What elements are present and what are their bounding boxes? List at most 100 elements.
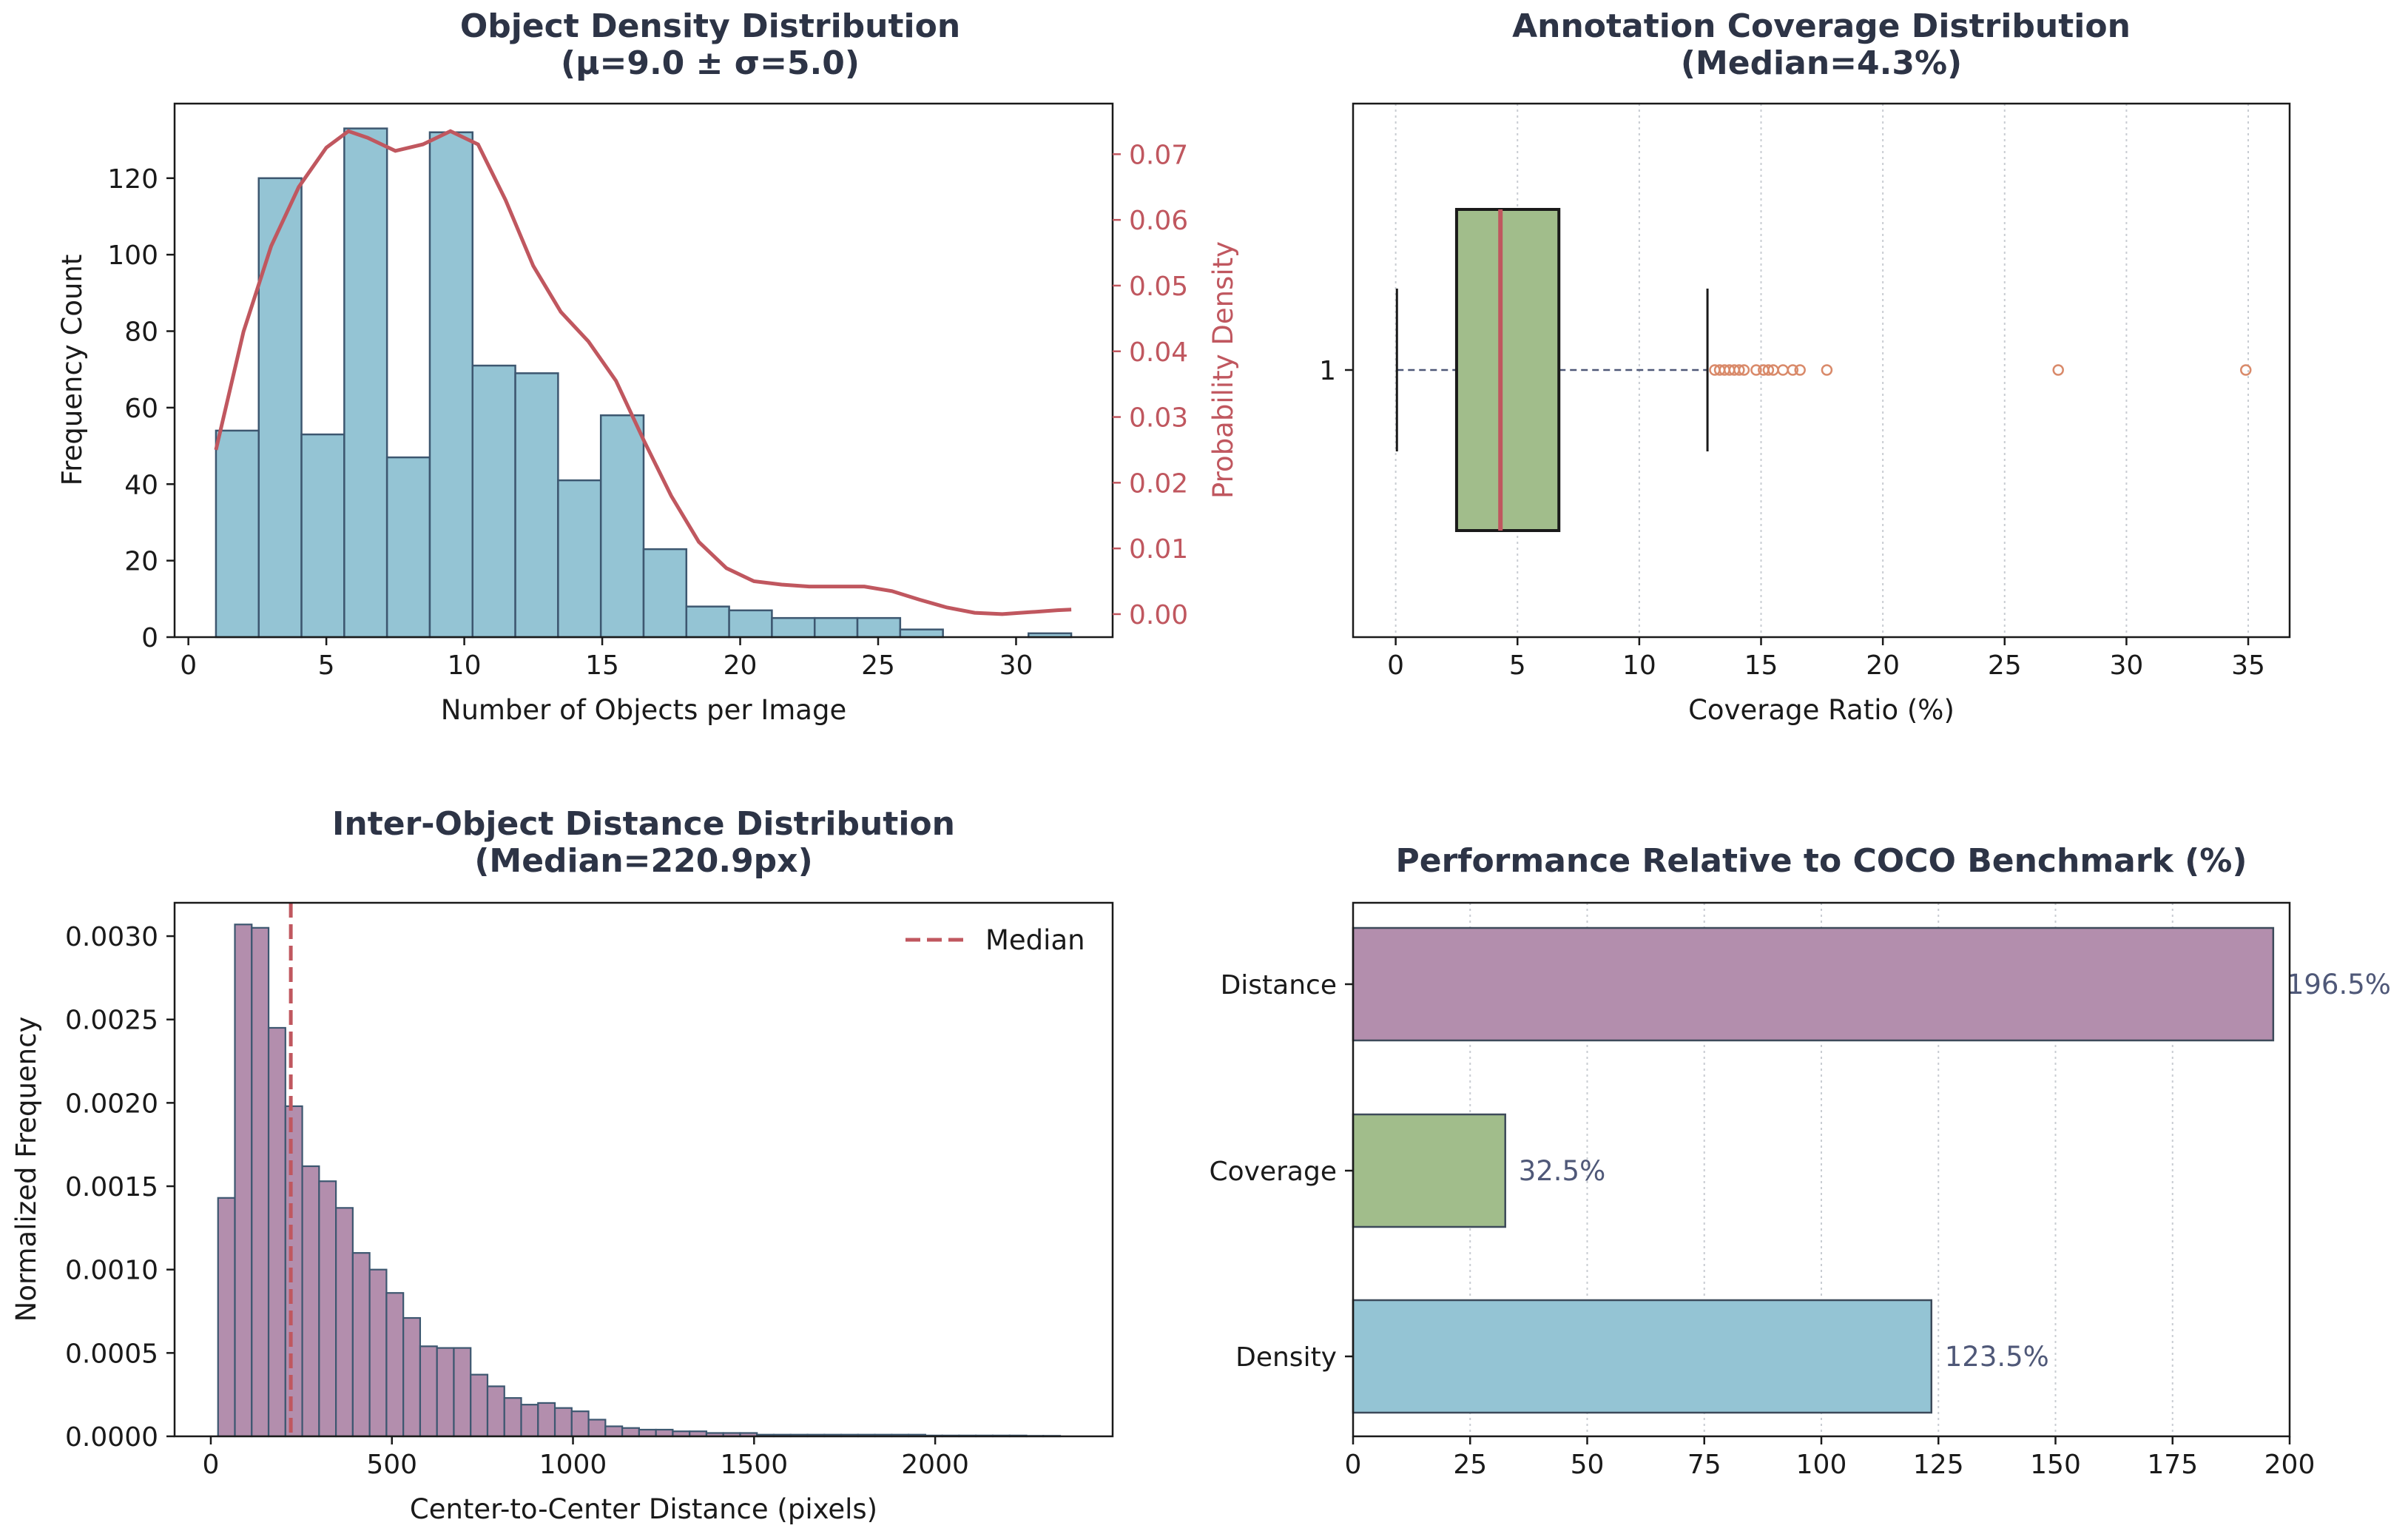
coverage-xticks: 0 5 10 15 20 25 30 35 [1387, 637, 2265, 681]
coco-ytick-label: Coverage [1210, 1157, 1337, 1187]
coverage-title-line1: Annotation Coverage Distribution [1512, 7, 2131, 45]
density-xticks: 0 5 10 15 20 25 30 [180, 637, 1033, 681]
coco-xtick-label: 150 [2030, 1450, 2081, 1480]
coco-xtick-label: 75 [1687, 1450, 1721, 1480]
density-y2tick-label: 0.02 [1129, 468, 1188, 499]
coverage-xtick-label: 5 [1509, 650, 1526, 681]
density-bar [642, 548, 688, 639]
coco-bar-distance [1352, 926, 2275, 1042]
distance-bar [318, 1180, 337, 1438]
distance-bars [217, 924, 1062, 1438]
density-ytick-label: 120 [107, 164, 158, 195]
distance-panel: Inter-Object Distance Distribution (Medi… [10, 805, 1114, 1525]
coverage-title-line2: (Median=4.3%) [1681, 44, 1962, 82]
coco-xtick-label: 0 [1345, 1450, 1362, 1480]
distance-ytick-label: 0.0020 [65, 1089, 158, 1119]
density-panel: Object Density Distribution (μ=9.0 ± σ=5… [56, 7, 1239, 726]
distance-bar [570, 1410, 590, 1438]
distance-bar [470, 1373, 489, 1438]
distance-bar [419, 1345, 438, 1438]
distance-bar [503, 1397, 522, 1438]
density-yticks: 0 20 40 60 80 100 120 [107, 164, 175, 653]
coco-bar-value-label: 32.5% [1519, 1155, 1606, 1187]
density-y2ticks: 0.00 0.01 0.02 0.03 0.04 0.05 0.06 0.07 [1113, 140, 1188, 630]
density-y2tick-label: 0.00 [1129, 600, 1188, 630]
distance-bar [587, 1419, 607, 1438]
coverage-xtick-label: 15 [1744, 650, 1778, 681]
coverage-xtick-label: 25 [1988, 650, 2022, 681]
distance-title-line1: Inter-Object Distance Distribution [332, 805, 955, 843]
coco-xtick-label: 50 [1571, 1450, 1605, 1480]
coco-xtick-label: 125 [1913, 1450, 1964, 1480]
density-bar [856, 616, 902, 639]
density-bars [215, 127, 1073, 639]
distance-bar [621, 1427, 640, 1438]
coco-ytick-label: Distance [1221, 970, 1337, 1000]
coverage-ytick-label: 1 [1319, 356, 1336, 386]
distance-xtick-label: 1000 [539, 1450, 607, 1480]
coco-yticks: Distance Coverage Density [1210, 970, 1353, 1373]
distance-bar [553, 1407, 573, 1438]
density-ytick-label: 80 [124, 317, 158, 348]
distance-bar [351, 1252, 371, 1438]
distance-title-line2: (Median=220.9px) [474, 842, 812, 880]
distance-ytick-label: 0.0010 [65, 1256, 158, 1286]
density-ytick-label: 0 [141, 623, 158, 653]
distance-bar [520, 1404, 539, 1438]
coco-bar-value-label: 123.5% [1945, 1341, 2049, 1373]
coco-bar-density [1352, 1299, 1933, 1414]
density-xtick-label: 0 [180, 650, 197, 681]
density-bar [215, 429, 260, 639]
distance-bar [453, 1347, 472, 1438]
distance-bar [284, 1105, 303, 1438]
density-bar [257, 177, 303, 639]
density-kde-line [214, 129, 1072, 616]
coverage-xlabel: Coverage Ratio (%) [1688, 694, 1955, 726]
coco-panel: Performance Relative to COCO Benchmark (… [1210, 842, 2391, 1480]
density-ylabel: Frequency Count [56, 255, 88, 486]
density-xtick-label: 5 [318, 650, 335, 681]
distance-xticks: 0 500 1000 1500 2000 [203, 1436, 969, 1480]
coverage-panel: Annotation Coverage Distribution (Median… [1319, 7, 2291, 726]
distance-yticks: 0.0000 0.0005 0.0010 0.0015 0.0020 0.0025 0.00… [65, 922, 175, 1453]
distance-bar [604, 1425, 624, 1438]
distance-ytick-label: 0.0015 [65, 1172, 158, 1202]
distance-bar [402, 1316, 422, 1438]
coverage-flier [1787, 364, 1799, 376]
density-bar [599, 414, 645, 639]
coco-xticks: 0 25 50 75 100 125 150 175 200 [1345, 1436, 2315, 1480]
legend-median-label: Median [985, 924, 1085, 956]
coverage-xtick-label: 10 [1622, 650, 1656, 681]
density-bar [813, 616, 859, 639]
density-ylabel2: Probability Density [1207, 241, 1239, 499]
density-bar [728, 609, 773, 639]
coverage-xtick-label: 20 [1866, 650, 1900, 681]
density-bar [771, 616, 816, 639]
density-bar [685, 605, 730, 639]
density-y2tick-label: 0.06 [1129, 206, 1188, 236]
distance-ylabel: Normalized Frequency [10, 1017, 42, 1322]
distance-ytick-label: 0.0030 [65, 922, 158, 952]
coverage-boxplot [1395, 208, 2252, 532]
density-bar [385, 456, 431, 639]
distance-ytick-label: 0.0005 [65, 1339, 158, 1369]
distance-bar [638, 1428, 657, 1438]
distance-bar [301, 1165, 320, 1438]
coverage-flier [1750, 364, 1762, 376]
density-xlabel: Number of Objects per Image [441, 694, 846, 726]
density-bar [557, 479, 602, 639]
density-ytick-label: 20 [124, 547, 158, 577]
coco-xtick-label: 25 [1453, 1450, 1487, 1480]
coverage-xtick-label: 30 [2109, 650, 2143, 681]
coco-ytick-label: Density [1235, 1342, 1337, 1373]
coverage-xtick-label: 35 [2231, 650, 2265, 681]
density-y2tick-label: 0.05 [1129, 272, 1188, 302]
density-bar [428, 131, 474, 639]
coco-xtick-label: 175 [2147, 1450, 2198, 1480]
distance-xtick-label: 2000 [901, 1450, 969, 1480]
distance-bar [335, 1207, 354, 1438]
distance-xtick-label: 0 [203, 1450, 220, 1480]
distance-bar [217, 1197, 236, 1438]
distance-bar [385, 1292, 405, 1438]
